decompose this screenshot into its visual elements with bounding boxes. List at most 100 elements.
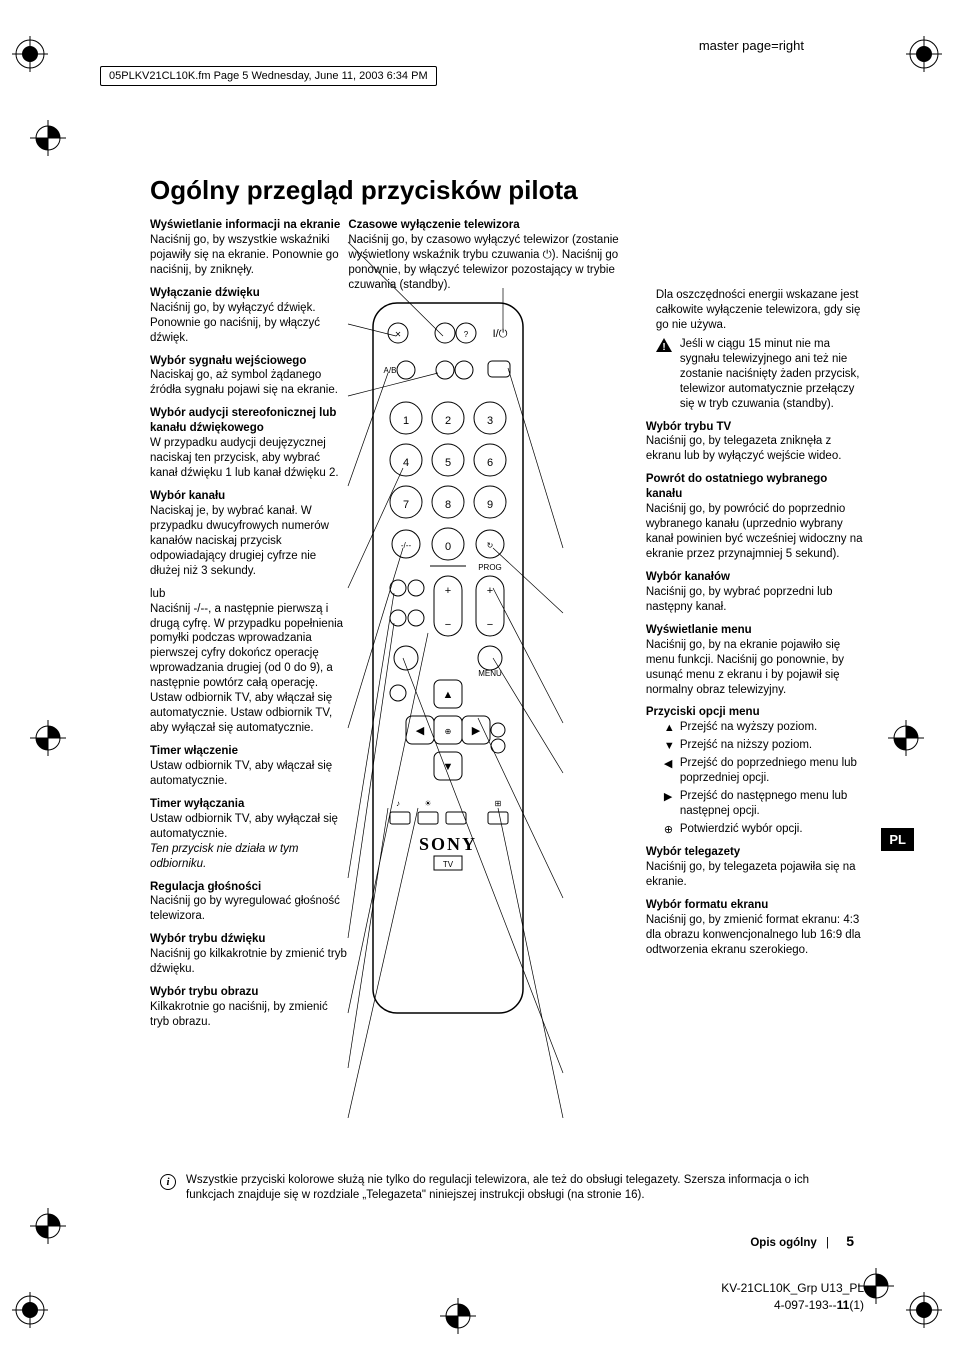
svg-text:6: 6 (487, 457, 493, 469)
page-title: Ogólny przegląd przycisków pilota (150, 175, 864, 206)
section-title: Wybór trybu TV (646, 420, 864, 435)
section-title: Wybór sygnału wejściowego (150, 354, 348, 369)
svg-text:TV: TV (443, 860, 454, 869)
section-body: Naciśnij go, by powrócić do poprzednio w… (646, 502, 864, 562)
section-title: Timer wyłączania (150, 797, 348, 812)
svg-text:↻: ↻ (487, 541, 494, 550)
svg-text:0: 0 (445, 541, 451, 553)
menu-option-item: ◀ Przejść do poprzedniego menu lub poprze… (664, 756, 864, 786)
section: lubNaciśnij -/--, a następnie pierwszą i… (150, 587, 348, 736)
svg-text:♪: ♪ (396, 799, 400, 808)
section-title: Powrót do ostatniego wybranego kanału (646, 472, 864, 502)
menu-option-item: ▲Przejść na wyższy poziom. (664, 720, 864, 735)
arrow-icon: ◀ (664, 757, 672, 771)
section: Wyświetlanie menuNaciśnij go, by na ekra… (646, 623, 864, 698)
document-footer: KV-21CL10K_Grp U13_PL 4-097-193--11(1) (721, 1280, 864, 1314)
master-page-label: master page=right (699, 38, 804, 53)
menu-option-text: Przejść na niższy poziom. (680, 739, 812, 751)
section-body: Naciśnij -/--, a następnie pierwszą i dr… (150, 602, 348, 736)
menu-option-text: Przejść do następnego menu lub następnej… (680, 790, 848, 817)
reg-mark-icon (12, 1292, 48, 1328)
arrow-icon: ▼ (664, 739, 675, 753)
menu-option-text: Potwierdzić wybór opcji. (680, 823, 803, 835)
section: Wybór trybu TVNaciśnij go, by telegazeta… (646, 420, 864, 465)
svg-text:5: 5 (445, 457, 451, 469)
section-body: Dla oszczędności energii wskazane jest c… (656, 288, 864, 333)
right-column: Dla oszczędności energii wskazane jest c… (646, 218, 864, 1038)
section: Wybór kanałuNaciskaj je, by wybrać kanał… (150, 489, 348, 579)
section-body: Ustaw odbiornik TV, aby włączał się auto… (150, 759, 348, 789)
section-body: Naciśnij go, by czasowo wyłączyć telewiz… (348, 233, 636, 293)
section: Wybór kanałówNaciśnij go, by wybrać popr… (646, 570, 864, 615)
svg-text:⊕: ⊕ (445, 727, 452, 736)
section: Regulacja głośnościNaciśnij go by wyregu… (150, 880, 348, 925)
svg-text:✕: ✕ (395, 330, 402, 339)
section: Wybór trybu obrazuKilkakrotnie go naciśn… (150, 985, 348, 1030)
section-title: Wybór kanałów (646, 570, 864, 585)
section: Przyciski opcji menu▲Przejść na wyższy p… (646, 705, 864, 837)
section-title: Wybór audycji stereofonicznej lub kanału… (150, 406, 348, 436)
section-title: Wyświetlanie menu (646, 623, 864, 638)
language-tab: PL (881, 828, 914, 851)
reg-mark-icon (12, 36, 48, 72)
svg-text:▲: ▲ (443, 689, 454, 701)
section-title: Wyświetlanie informacji na ekranie (150, 218, 348, 233)
file-info: 05PLKV21CL10K.fm Page 5 Wednesday, June … (100, 66, 437, 86)
doc-footer-line2: 4-097-193-- (774, 1298, 837, 1312)
section: Timer wyłączaniaUstaw odbiornik TV, aby … (150, 797, 348, 872)
section-body: Naciskaj go, aż symbol żądanego źródła s… (150, 368, 348, 398)
svg-text:+: + (487, 585, 493, 597)
svg-text:PROG: PROG (479, 563, 503, 572)
section: Wybór sygnału wejściowegoNaciskaj go, aż… (150, 354, 348, 399)
section: Wybór telegazetyNaciśnij go, by telegaze… (646, 845, 864, 890)
section: Wyłączanie dźwiękuNaciśnij go, by wyłącz… (150, 286, 348, 346)
svg-text:SONY: SONY (419, 834, 477, 854)
section-title: Czasowe wyłączenie telewizora (348, 218, 636, 233)
section-body: Naciśnij go, by telegazeta zniknęła z ek… (646, 434, 864, 464)
section-body: W przypadku audycji deujęzycznej naciska… (150, 436, 348, 481)
section-title: Wybór trybu dźwięku (150, 932, 348, 947)
section-body: Naciśnij go, by wybrać poprzedni lub nas… (646, 585, 864, 615)
section: Wybór trybu dźwiękuNaciśnij go kilkakrot… (150, 932, 348, 977)
section-body: Naciśnij go by wyregulować głośność tele… (150, 894, 348, 924)
page-number: 5 (846, 1233, 854, 1249)
section: Powrót do ostatniego wybranego kanałuNac… (646, 472, 864, 562)
remote-diagram: ✕ ? I/⏻ A/B 1 2 3 4 5 6 (358, 298, 538, 1018)
svg-text:−: − (487, 619, 493, 631)
reg-mark-icon (906, 36, 942, 72)
warning-text: Jeśli w ciągu 15 minut nie ma sygnału te… (680, 338, 860, 410)
svg-text:?: ? (464, 330, 469, 339)
svg-text:+: + (445, 585, 451, 597)
svg-text:A/B: A/B (384, 366, 397, 375)
arrow-icon: ▶ (664, 790, 672, 804)
svg-text:4: 4 (403, 457, 409, 469)
crosshair-icon (888, 720, 924, 756)
section-body: Naciśnij go, by zmienić format ekranu: 4… (646, 913, 864, 958)
svg-text:1: 1 (403, 415, 409, 427)
crosshair-icon (30, 1208, 66, 1244)
section-body: Naciśnij go, by wyłączyć dźwięk. Ponowni… (150, 301, 348, 346)
arrow-icon: ▲ (664, 721, 675, 735)
svg-text:!: ! (662, 342, 665, 352)
section: Wybór formatu ekranuNaciśnij go, by zmie… (646, 898, 864, 958)
doc-footer-bold: 11 (837, 1298, 850, 1312)
footer-label: Opis ogólny (750, 1237, 816, 1249)
section-body: Naciskaj je, by wybrać kanał. W przypadk… (150, 504, 348, 579)
svg-text:⊞: ⊞ (495, 799, 502, 808)
svg-text:-/--: -/-- (401, 541, 412, 550)
svg-text:MENU: MENU (479, 669, 503, 678)
section-note: Ten przycisk nie działa w tym odbiorniku… (150, 842, 348, 872)
section-title: Regulacja głośności (150, 880, 348, 895)
section: Wyświetlanie informacji na ekranieNaciśn… (150, 218, 348, 278)
menu-option-text: Przejść do poprzedniego menu lub poprzed… (680, 757, 857, 784)
menu-option-item: ⊕Potwierdzić wybór opcji. (664, 822, 864, 837)
page-footer: Opis ogólny | 5 (750, 1233, 854, 1249)
doc-footer-line1: KV-21CL10K_Grp U13_PL (721, 1280, 864, 1297)
svg-text:▶: ▶ (472, 725, 481, 737)
svg-text:I/⏻: I/⏻ (493, 328, 508, 340)
section-subtitle: lub (150, 587, 348, 602)
svg-text:▼: ▼ (443, 761, 454, 773)
menu-option-item: ▶ Przejść do następnego menu lub następne… (664, 789, 864, 819)
section-body: Naciśnij go, by telegazeta pojawiła się … (646, 860, 864, 890)
section-title: Przyciski opcji menu (646, 705, 864, 720)
